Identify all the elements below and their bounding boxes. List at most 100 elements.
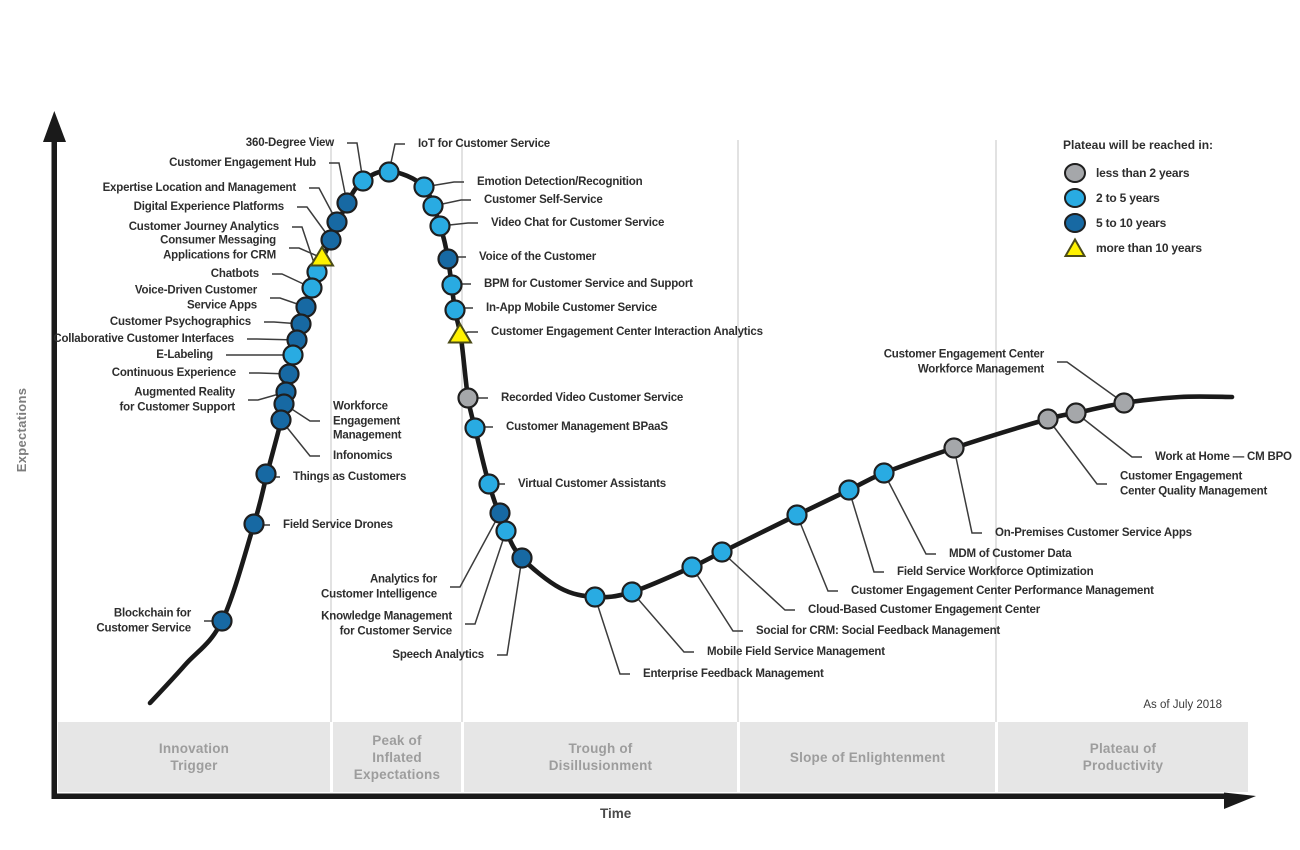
x-axis-label: Time	[600, 806, 632, 821]
legend-circle-icon	[1064, 212, 1086, 233]
leader-customer-engagement-hub	[329, 162, 348, 204]
marker-field-service-drones	[243, 513, 265, 535]
legend-circle-icon	[1064, 162, 1086, 183]
legend: Plateau will be reached in: less than 2 …	[1063, 138, 1213, 260]
legend-item-5-to-10-years: 5 to 10 years	[1063, 210, 1213, 235]
leader-digital-experience-platforms	[297, 206, 332, 241]
marker-on-premises-customer-service-apps	[943, 437, 965, 459]
leader-enterprise-feedback-management	[594, 596, 630, 675]
marker-digital-experience-platforms	[320, 229, 342, 251]
marker-emotion-detection-recognition	[413, 176, 435, 198]
phase-label: Plateau of Productivity	[1082, 741, 1164, 773]
marker-chatbots	[301, 277, 323, 299]
legend-title: Plateau will be reached in:	[1063, 138, 1214, 152]
leader-mdm-of-customer-data	[883, 472, 936, 555]
phase-slope-of-enlightenment: Slope of Enlightenment	[740, 722, 995, 792]
marker-cloud-based-customer-engagement-center	[711, 541, 733, 563]
legend-item-label: 5 to 10 years	[1096, 215, 1167, 230]
marker-speech-analytics	[511, 547, 533, 569]
leader-expertise-location-and-management	[309, 187, 338, 223]
tech-markers	[211, 161, 1135, 632]
legend-items: less than 2 years 2 to 5 years 5 to 10 yea…	[1063, 160, 1213, 260]
marker-voice-of-the-customer	[437, 248, 459, 270]
leader-lines	[204, 142, 1142, 675]
legend-item-label: less than 2 years	[1096, 165, 1190, 180]
marker-enterprise-feedback-management	[584, 586, 606, 608]
marker-360-degree-view	[352, 170, 374, 192]
leader-mobile-field-service-management	[631, 591, 694, 653]
phase-label: Slope of Enlightenment	[789, 749, 946, 765]
leader-field-service-workforce-optimization	[848, 489, 884, 573]
leader-on-premises-customer-service-apps	[953, 447, 982, 534]
phase-trough-of-disillusionment: Trough of Disillusionment	[464, 722, 737, 792]
phase-label: Trough of Disillusionment	[548, 741, 653, 773]
leader-work-at-home-cm-bpo	[1075, 412, 1142, 458]
leader-infonomics	[280, 419, 320, 457]
marker-customer-engagement-center-workforce-management	[1113, 392, 1135, 414]
marker-infonomics	[270, 409, 292, 431]
marker-customer-engagement-center-quality-management	[1037, 408, 1059, 430]
legend-item-label: more than 10 years	[1096, 240, 1202, 255]
marker-e-labeling	[282, 344, 304, 366]
gridlines	[330, 140, 997, 722]
leader-speech-analytics	[497, 557, 523, 656]
phase-label: Peak of Inflated Expectations	[353, 732, 441, 782]
leader-customer-journey-analytics	[292, 226, 318, 273]
leader-chatbots	[272, 273, 313, 289]
as-of-date: As of July 2018	[1143, 699, 1222, 711]
phase-plateau-of-productivity: Plateau of Productivity	[998, 722, 1248, 792]
marker-customer-engagement-center-interaction-analytics	[447, 322, 473, 344]
marker-mobile-field-service-management	[621, 581, 643, 603]
leader-consumer-messaging-applications-for-crm	[289, 247, 323, 259]
y-axis-arrow	[43, 111, 66, 142]
marker-continuous-experience	[278, 363, 300, 385]
y-axis-label: Expectations	[14, 387, 29, 473]
marker-in-app-mobile-customer-service	[444, 299, 466, 321]
legend-item-more-than-10-years: more than 10 years	[1063, 235, 1213, 260]
marker-video-chat-for-customer-service	[429, 215, 451, 237]
leader-analytics-for-customer-intelligence	[450, 512, 501, 588]
leader-knowledge-management-for-customer-service	[465, 530, 507, 625]
marker-social-for-crm-social-feedback-management	[681, 556, 703, 578]
legend-item-2-to-5-years: 2 to 5 years	[1063, 185, 1213, 210]
leader-360-degree-view	[347, 142, 364, 182]
marker-bpm-for-customer-service-and-support	[441, 274, 463, 296]
legend-marker	[1064, 162, 1086, 183]
marker-knowledge-management-for-customer-service	[495, 520, 517, 542]
marker-iot-for-customer-service	[378, 161, 400, 183]
legend-marker	[1063, 236, 1087, 257]
leader-social-for-crm-social-feedback-management	[691, 566, 743, 632]
leader-collaborative-customer-interfaces	[247, 338, 298, 341]
marker-analytics-for-customer-intelligence	[489, 502, 511, 524]
leader-customer-engagement-center-performance-management	[796, 514, 838, 592]
leader-customer-engagement-center-quality-management	[1047, 418, 1107, 485]
x-axis-line	[51, 793, 1232, 799]
marker-customer-management-bpaas	[464, 417, 486, 439]
legend-item-label: 2 to 5 years	[1096, 190, 1160, 205]
axes	[43, 111, 1256, 809]
phase-label: Innovation Trigger	[158, 741, 230, 773]
marker-customer-engagement-center-performance-management	[786, 504, 808, 526]
x-axis-arrow	[1224, 792, 1256, 809]
marker-work-at-home-cm-bpo	[1065, 402, 1087, 424]
legend-marker	[1064, 212, 1086, 233]
legend-triangle-icon	[1063, 236, 1087, 257]
y-axis-line	[51, 136, 57, 799]
phase-peak-of-inflated-expectations: Peak of Inflated Expectations	[333, 722, 461, 792]
marker-recorded-video-customer-service	[457, 387, 479, 409]
legend-item-less-than-2-years: less than 2 years	[1063, 160, 1213, 185]
marker-mdm-of-customer-data	[873, 462, 895, 484]
marker-virtual-customer-assistants	[478, 473, 500, 495]
legend-circle-icon	[1064, 187, 1086, 208]
marker-customer-engagement-hub	[336, 192, 358, 214]
phase-innovation-trigger: Innovation Trigger	[58, 722, 330, 792]
leader-cloud-based-customer-engagement-center	[721, 551, 795, 611]
marker-customer-self-service	[422, 195, 444, 217]
marker-expertise-location-and-management	[326, 211, 348, 233]
legend-marker	[1064, 187, 1086, 208]
marker-blockchain-for-customer-service	[211, 610, 233, 632]
leader-customer-engagement-center-workforce-management	[1057, 361, 1125, 404]
marker-things-as-customers	[255, 463, 277, 485]
